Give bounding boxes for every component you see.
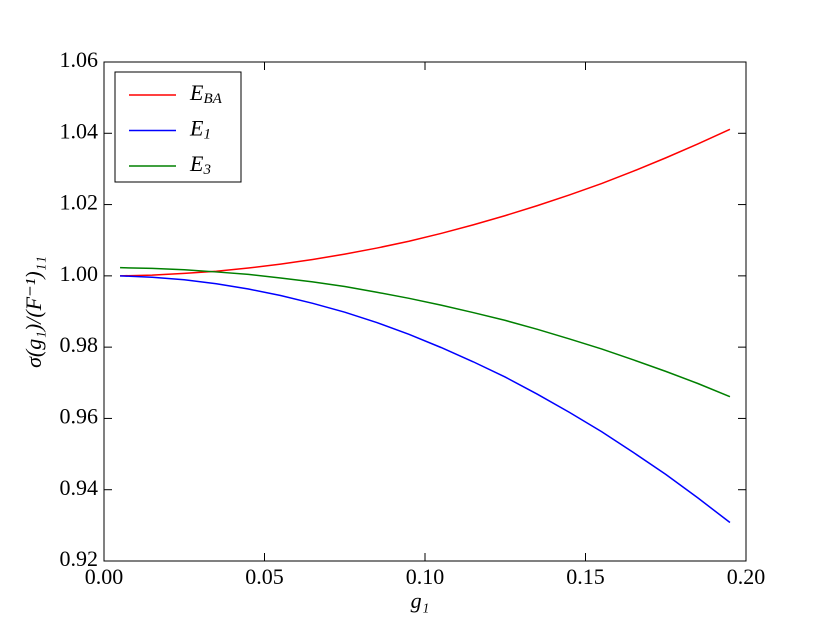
y-tick-label: 0.92	[60, 546, 99, 571]
series-line	[120, 266, 731, 398]
y-tick-label: 0.94	[60, 475, 99, 500]
legend-label: E1	[189, 116, 211, 143]
y-tick-label: 1.04	[60, 118, 99, 143]
plot-frame	[103, 61, 747, 562]
legend-label: EBA	[189, 80, 223, 107]
y-tick-label: 1.06	[60, 47, 99, 72]
x-tick-label: 0.05	[245, 564, 284, 589]
y-axis-label: σ(g₁)/(F⁻¹)₁₁	[21, 256, 46, 368]
y-tick-label: 1.00	[60, 261, 99, 286]
y-tick-label: 0.98	[60, 332, 99, 357]
series-line	[120, 275, 731, 524]
y-tick-label: 0.96	[60, 403, 99, 428]
x-tick-label: 0.10	[406, 564, 445, 589]
x-tick-label: 0.00	[85, 564, 124, 589]
x-tick-label: 0.15	[566, 564, 605, 589]
legend-label: E3	[189, 151, 211, 178]
series-line	[120, 128, 731, 277]
x-tick-label: 0.20	[727, 564, 766, 589]
y-tick-label: 1.02	[60, 190, 99, 215]
x-axis-label: g₁	[411, 588, 430, 613]
legend-box	[114, 71, 242, 183]
